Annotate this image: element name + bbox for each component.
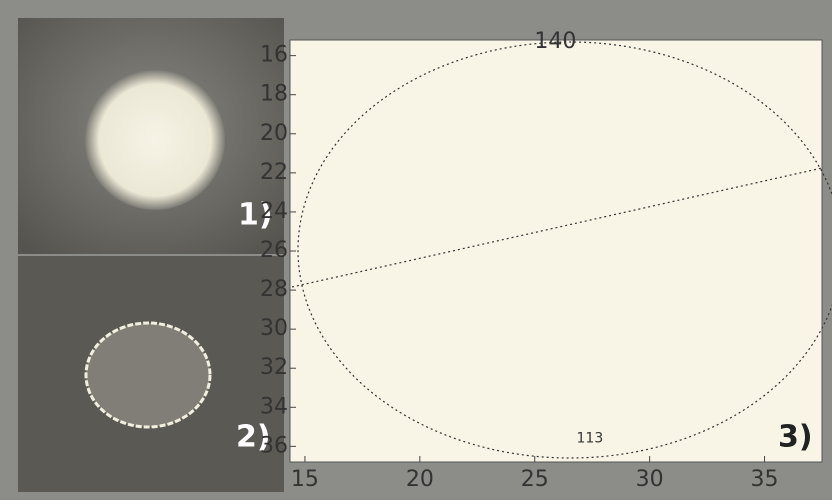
- y-tick-label: 30: [260, 316, 288, 341]
- figure: 1) 2) 3) 1520253035161820222426283032343…: [0, 0, 832, 500]
- y-tick-label: 24: [260, 199, 288, 224]
- contour-label: 140: [534, 29, 576, 54]
- cell-outline: [86, 323, 210, 427]
- plot-area: [290, 40, 822, 462]
- x-tick-label: 15: [291, 467, 319, 492]
- y-tick-label: 18: [260, 82, 288, 107]
- y-tick-label: 34: [260, 394, 288, 419]
- cell-blob: [85, 70, 225, 210]
- x-tick-label: 25: [521, 467, 549, 492]
- y-tick-label: 28: [260, 277, 288, 302]
- x-tick-label: 35: [751, 467, 779, 492]
- y-tick-label: 32: [260, 355, 288, 380]
- y-tick-label: 22: [260, 160, 288, 185]
- panel-label: 3): [778, 420, 813, 455]
- y-tick-label: 26: [260, 238, 288, 263]
- y-tick-label: 16: [260, 43, 288, 68]
- contour-label: 113: [577, 431, 604, 447]
- x-tick-label: 30: [636, 467, 664, 492]
- y-tick-label: 36: [260, 433, 288, 458]
- y-tick-label: 20: [260, 121, 288, 146]
- x-tick-label: 20: [406, 467, 434, 492]
